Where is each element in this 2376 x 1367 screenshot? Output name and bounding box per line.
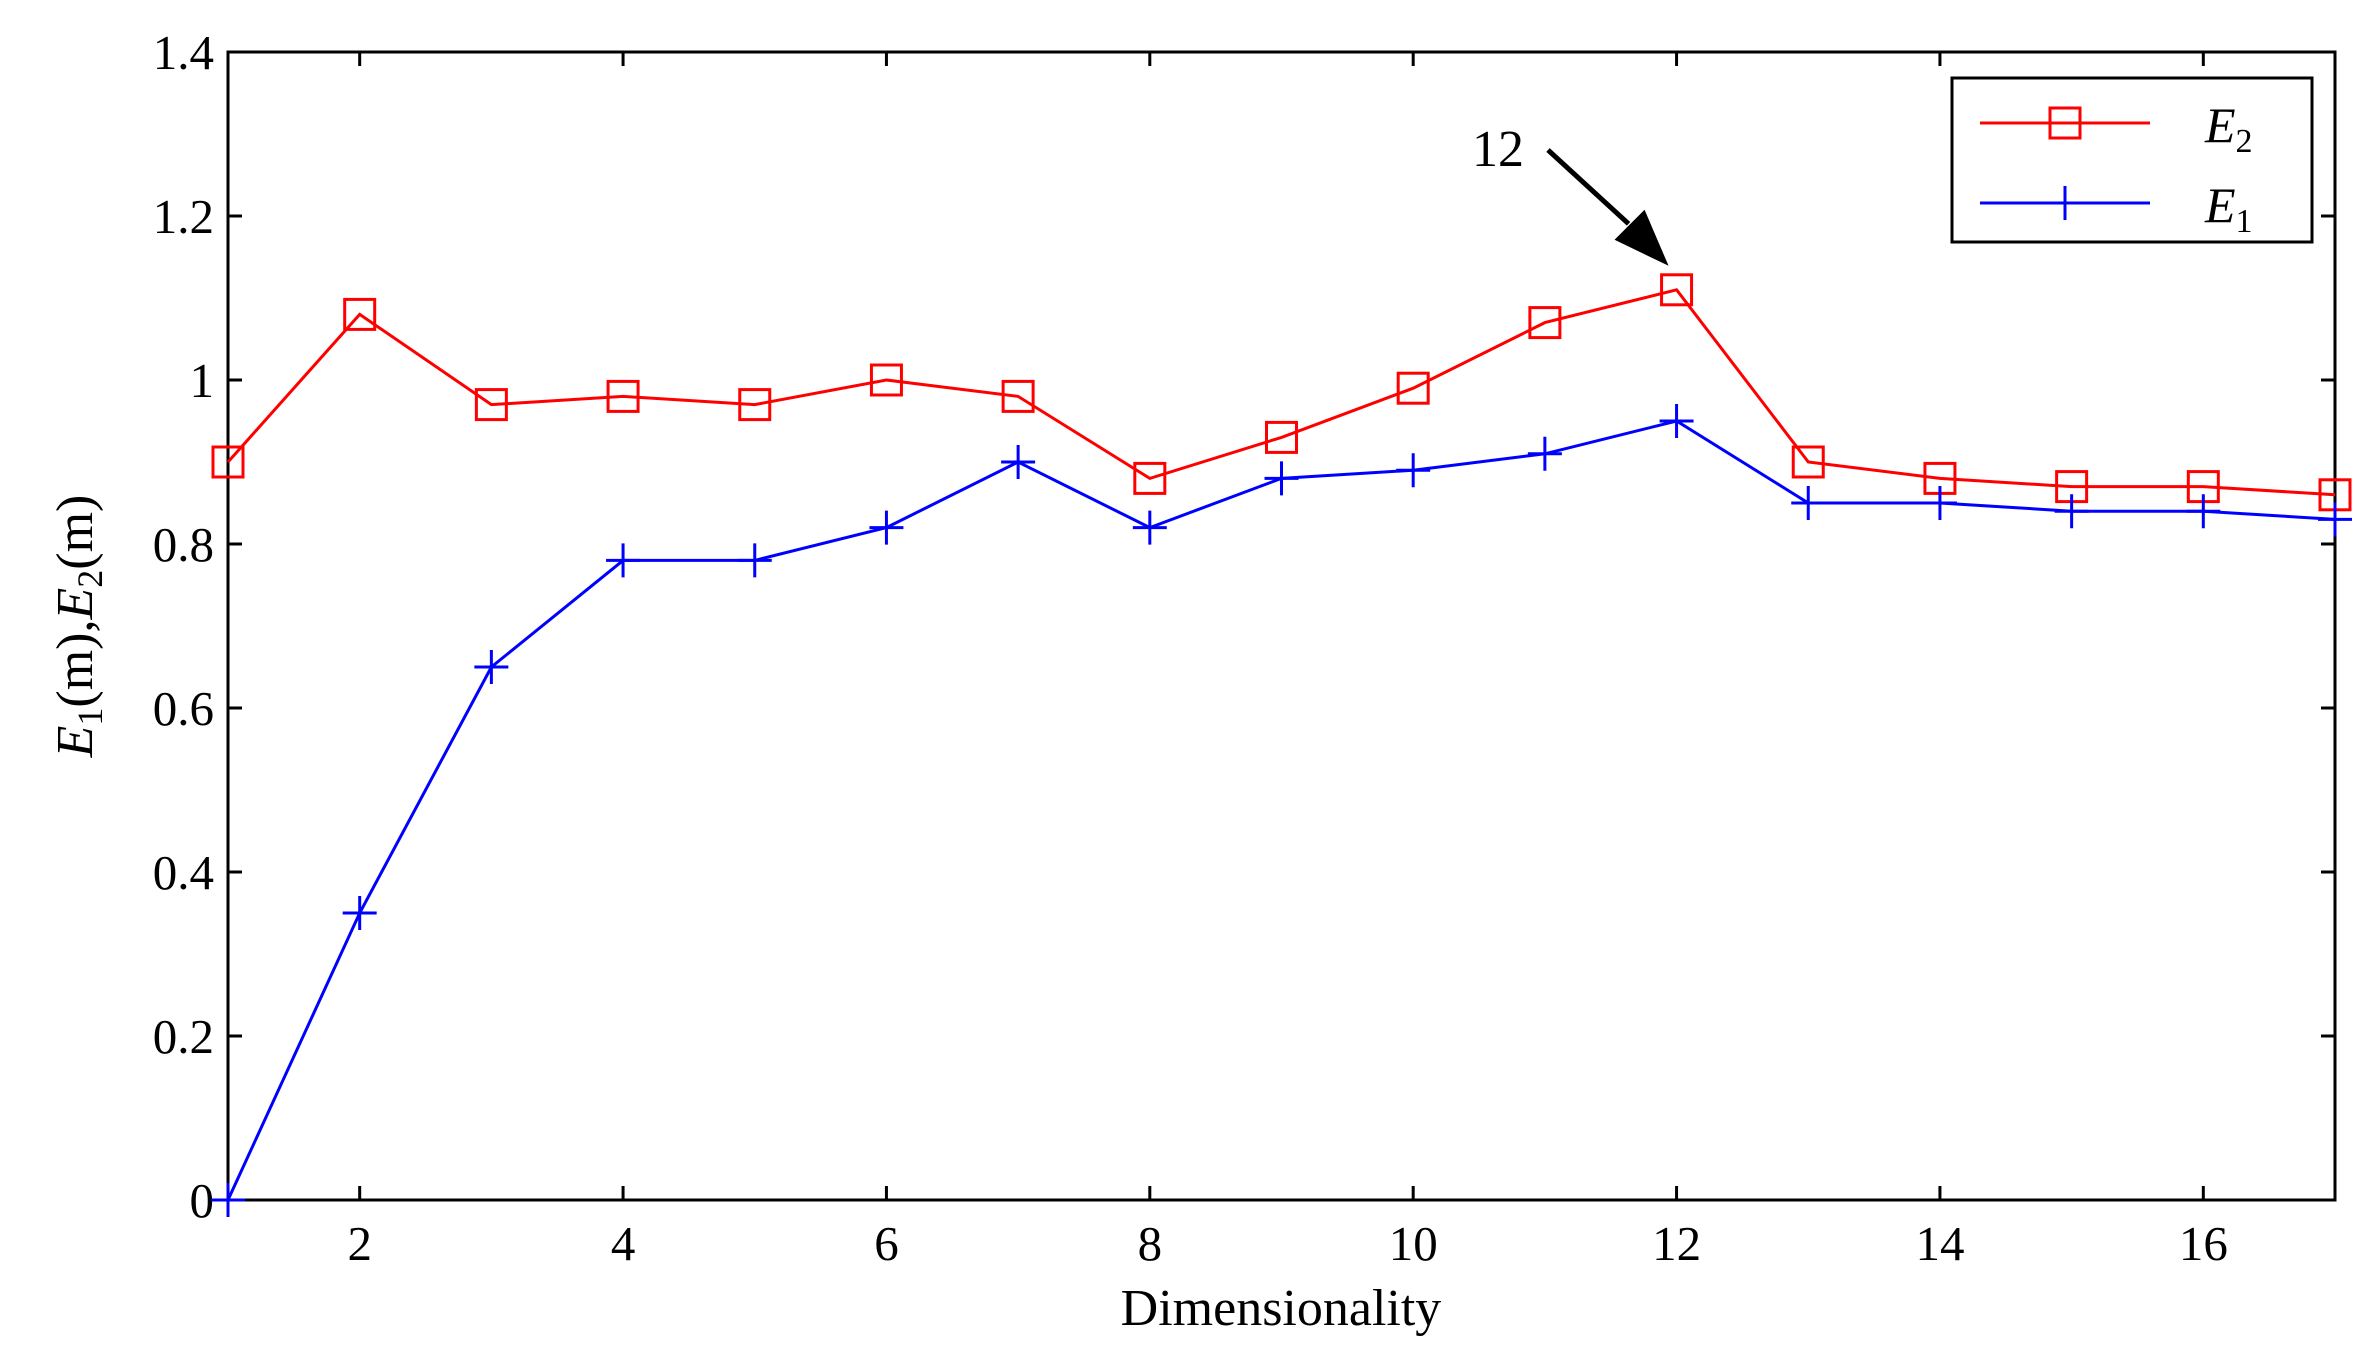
y-label-e2: E	[47, 588, 104, 621]
y-label-e1-rest: (m),	[47, 620, 104, 708]
point-E2-10	[1396, 371, 1430, 405]
point-E2-3	[474, 388, 508, 422]
point-E2-13	[1791, 445, 1825, 479]
y-tick-label-3: 0.6	[153, 681, 214, 736]
point-E1-15	[2054, 494, 2089, 529]
point-E2-8	[1133, 461, 1167, 495]
point-E1-5	[737, 543, 772, 578]
point-E1-2	[342, 896, 377, 930]
point-E1-3	[474, 650, 509, 684]
point-E1-1	[211, 1183, 245, 1217]
x-tick-label-2: 2	[347, 1216, 372, 1271]
point-E1-6	[869, 510, 904, 545]
point-E1-8	[1132, 510, 1167, 545]
legend: E2 E1	[1950, 76, 2314, 244]
point-E1-7	[1001, 445, 1036, 479]
y-axis-title: E1(m),E2(m)	[47, 495, 110, 759]
legend-e1-label: E1	[2204, 177, 2253, 240]
point-E1-9	[1264, 461, 1299, 496]
legend-e2-label: E2	[2204, 97, 2253, 160]
point-E1-12	[1659, 404, 1694, 438]
point-E2-2	[343, 297, 377, 331]
y-label-e1-sub: 1	[70, 708, 110, 726]
point-E1-13	[1791, 486, 1826, 520]
legend-e1-marker	[2048, 186, 2082, 220]
ticks: 2 4 6 8 10 12 14 16 0 0.2 0.4 0.6 0.8 1 1.2 1.4	[153, 25, 2335, 1271]
x-axis-title: Dimensionality	[1121, 1280, 1442, 1337]
x-tick-label-6: 6	[874, 1216, 899, 1271]
point-E2-1	[211, 445, 245, 479]
point-E1-14	[1922, 486, 1957, 520]
x-tick-label-10: 10	[1389, 1216, 1438, 1271]
annotation: 12	[1472, 121, 1669, 266]
x-tick-label-4: 4	[611, 1216, 636, 1271]
point-E2-4	[606, 379, 640, 413]
legend-e2-marker	[2048, 106, 2082, 140]
y-tick-label-5: 1	[190, 353, 215, 408]
annotation-arrow-shaft	[1546, 148, 1631, 226]
y-tick-label-2: 0.4	[153, 845, 214, 900]
point-E1-11	[1527, 436, 1562, 471]
y-tick-label-7: 1.4	[153, 25, 214, 80]
y-label-e1: E	[47, 726, 104, 759]
point-E2-5	[738, 388, 772, 422]
point-E2-12	[1660, 273, 1694, 307]
point-E1-17	[2318, 502, 2352, 537]
legend-box	[1950, 76, 2314, 244]
point-E1-10	[1396, 453, 1431, 488]
point-E2-6	[869, 363, 903, 397]
x-tick-label-8: 8	[1138, 1216, 1163, 1271]
x-tick-label-16: 16	[2179, 1216, 2228, 1271]
y-label-e2-sub: 2	[70, 570, 110, 588]
series-layer	[211, 273, 2352, 1217]
annotation-label: 12	[1472, 121, 1524, 178]
y-tick-label-4: 0.8	[153, 517, 214, 572]
y-tick-label-6: 1.2	[153, 189, 214, 244]
y-tick-label-1: 0.2	[153, 1009, 214, 1064]
point-E2-7	[1001, 379, 1035, 413]
point-E2-11	[1528, 306, 1562, 340]
point-E2-9	[1265, 420, 1298, 454]
annotation-arrow-head	[1614, 209, 1669, 266]
y-label-e2-rest: (m)	[47, 495, 104, 570]
series-line-E2	[226, 288, 2336, 497]
y-tick-label-0: 0	[190, 1173, 215, 1228]
x-tick-label-14: 14	[1915, 1216, 1964, 1271]
x-tick-label-12: 12	[1652, 1216, 1701, 1271]
svg-text:E1(m),E2(m): E1(m),E2(m)	[47, 495, 110, 759]
point-E1-16	[2186, 494, 2221, 529]
point-E1-4	[606, 543, 641, 578]
